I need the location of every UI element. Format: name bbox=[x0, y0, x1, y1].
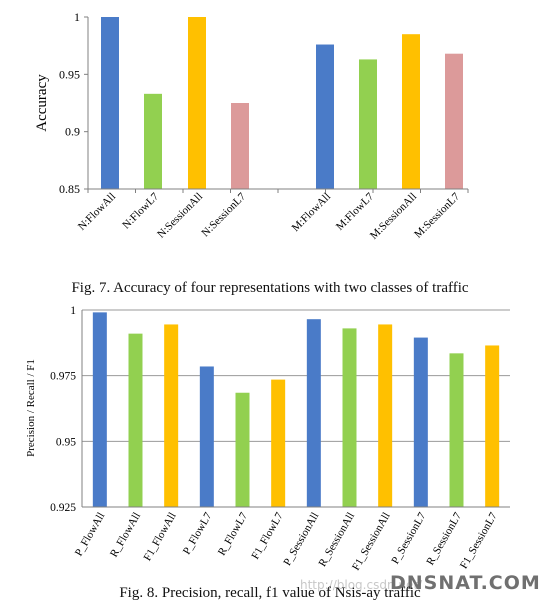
category-label: N:SessionL7 bbox=[199, 190, 248, 239]
bar-R_SessionAll bbox=[342, 328, 357, 507]
category-label: F1_FlowL7 bbox=[249, 510, 286, 561]
category-label: N:FlowL7 bbox=[120, 190, 161, 231]
bar-F1_FlowL7 bbox=[271, 379, 286, 507]
y-axis-label: Accuracy bbox=[34, 74, 50, 132]
category-label: M:FlowAll bbox=[290, 191, 333, 234]
bar-N:SessionAll bbox=[188, 17, 206, 189]
category-label: M:FlowL7 bbox=[334, 190, 377, 233]
category-label: F1_SessionL7 bbox=[458, 510, 500, 571]
bar-R_SessionL7 bbox=[449, 353, 464, 507]
accuracy-chart: Accuracy N:FlowAll N:FlowL7N:SessionAllN:… bbox=[34, 10, 469, 242]
category-label: P_SessionL7 bbox=[389, 510, 428, 566]
y-axis-label: Precision / Recall / F1 bbox=[25, 359, 37, 457]
y-tick-label: 1 bbox=[74, 10, 80, 24]
category-label: M:SessionAll bbox=[368, 191, 419, 242]
bar-M:SessionL7 bbox=[445, 53, 463, 190]
bar-F1_SessionAll bbox=[378, 324, 393, 507]
bar-N:FlowL7 bbox=[144, 93, 162, 189]
bar-P_SessionL7 bbox=[413, 337, 428, 507]
figure-caption: Fig. 7. Accuracy of four representations… bbox=[71, 280, 469, 296]
y-tick-label: 0.9 bbox=[65, 125, 80, 139]
bar-R_FlowL7 bbox=[235, 392, 250, 507]
category-label: M:SessionL7 bbox=[412, 190, 462, 240]
bar-N:SessionL7 bbox=[231, 103, 249, 189]
bar-M:FlowAll bbox=[316, 44, 334, 189]
category-label: N:SessionAll bbox=[155, 191, 205, 241]
y-tick-label: 1 bbox=[70, 305, 76, 317]
category-label: R_SessionL7 bbox=[424, 510, 464, 567]
category-label: R_FlowL7 bbox=[216, 510, 250, 558]
bar-P_FlowAll bbox=[92, 312, 107, 507]
bar-N:FlowAll bbox=[101, 17, 119, 189]
category-label: P_FlowAll bbox=[73, 511, 108, 559]
bar-P_SessionAll bbox=[306, 319, 321, 507]
y-tick-label: 0.85 bbox=[59, 182, 80, 196]
bar-F1_FlowAll bbox=[164, 324, 179, 507]
y-tick-label: 0.925 bbox=[50, 502, 76, 514]
category-label: R_SessionAll bbox=[316, 511, 357, 569]
category-label: F1_SessionAll bbox=[350, 511, 393, 573]
bar-M:SessionAll bbox=[402, 34, 420, 190]
y-tick-label: 0.95 bbox=[56, 436, 76, 448]
watermark: DNSNAT.COM bbox=[390, 572, 540, 594]
category-label: N:FlowAll bbox=[76, 191, 118, 233]
category-label: R_FlowAll bbox=[108, 511, 143, 560]
bar-P_FlowL7 bbox=[199, 366, 214, 507]
watermark-faint: http://blog.csdn.net/ bbox=[300, 578, 423, 592]
y-tick-label: 0.95 bbox=[59, 67, 80, 81]
figure-caption: Fig. 8. Precision, recall, f1 value of N… bbox=[119, 585, 421, 601]
category-label: F1_FlowAll bbox=[141, 511, 178, 564]
bar-F1_SessionL7 bbox=[485, 345, 500, 507]
category-label: P_FlowL7 bbox=[181, 510, 215, 557]
precision-recall-f1-chart: Precision / Recall / F1 0.925 0.95 0.975 1 P… bbox=[25, 305, 510, 573]
y-tick-label: 0.975 bbox=[50, 371, 76, 383]
bar-R_FlowAll bbox=[128, 333, 143, 507]
category-label: P_SessionAll bbox=[281, 511, 321, 568]
bar-M:FlowL7 bbox=[359, 59, 377, 189]
